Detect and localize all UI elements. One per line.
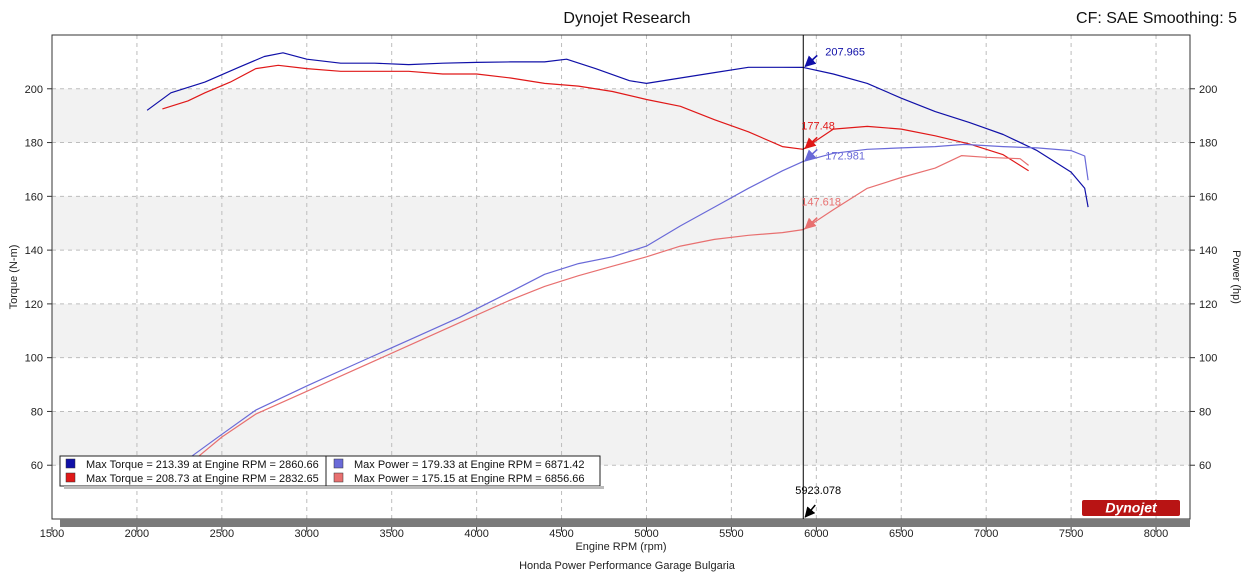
x-axis-label: Engine RPM (rpm) [575, 541, 666, 553]
x-tick-label: 2000 [125, 528, 149, 540]
x-tick-label: 5000 [634, 528, 658, 540]
legend-entry: Max Power = 175.15 at Engine RPM = 6856.… [354, 473, 585, 485]
y-axis-left-label: Torque (N-m) [8, 245, 20, 310]
y-left-tick-label: 140 [25, 245, 43, 257]
x-tick-label: 2500 [210, 528, 234, 540]
y-right-tick-label: 160 [1199, 191, 1217, 203]
y-right-tick-label: 120 [1199, 299, 1217, 311]
y-left-tick-label: 120 [25, 299, 43, 311]
y-right-tick-label: 60 [1199, 460, 1211, 472]
annotation-arrow [804, 136, 818, 150]
cursor-arrow [804, 504, 816, 518]
y-left-tick-label: 160 [25, 191, 43, 203]
annotation-arrow [804, 217, 818, 230]
x-tick-label: 8000 [1144, 528, 1168, 540]
legend-swatch [65, 458, 76, 469]
band-0 [52, 88, 1190, 143]
correction-info: CF: SAE Smoothing: 5 [1076, 10, 1237, 27]
legend: Max Torque = 213.39 at Engine RPM = 2860… [59, 455, 604, 489]
x-tick-label: 3500 [379, 528, 403, 540]
annotation-label: 147.618 [801, 197, 841, 209]
data-series [146, 52, 1089, 466]
y-right-tick-label: 80 [1199, 406, 1211, 418]
power-run1-line [179, 143, 1089, 466]
rpm-cursor[interactable]: 5923.078 [795, 35, 841, 519]
y-left-tick-label: 200 [25, 84, 43, 96]
band-2 [52, 303, 1190, 358]
y-right-tick-label: 180 [1199, 138, 1217, 150]
value-annotations: 207.965 177.48 172.981 147.618 [801, 46, 865, 230]
x-tick-label: 7500 [1059, 528, 1083, 540]
x-tick-label: 7000 [974, 528, 998, 540]
legend-entry: Max Power = 179.33 at Engine RPM = 6871.… [354, 459, 585, 471]
annotation-label: 207.965 [825, 46, 865, 58]
legend-swatch [333, 458, 344, 469]
y-axis-left-ticks: 60 80 100 120 140 160 180 200 [25, 84, 52, 472]
legend-swatch [65, 472, 76, 483]
y-right-tick-label: 100 [1199, 353, 1217, 365]
legend-shadow [64, 486, 604, 489]
annotation-arrow [804, 54, 818, 68]
y-axis-right-label: Power (hp) [1230, 250, 1242, 304]
x-axis-ticks: 1500 2000 2500 3000 3500 4000 4500 5000 5500 6000… [40, 527, 1168, 540]
x-tick-label: 5500 [719, 528, 743, 540]
y-axis-right-ticks: 60 80 100 120 140 160 180 200 [1190, 84, 1217, 472]
chart-title: Dynojet Research [563, 10, 690, 27]
torque-run2-line [162, 64, 1029, 172]
x-tick-label: 4000 [464, 528, 488, 540]
dynojet-logo: Dynojet [1082, 500, 1180, 516]
legend-box [59, 455, 601, 487]
annotation-label: 172.981 [825, 150, 865, 162]
logo-text: Dynojet [1105, 500, 1158, 516]
x-tick-label: 3000 [295, 528, 319, 540]
annotation-label: 177.48 [801, 120, 835, 132]
plot-bottom-bar [60, 519, 1190, 527]
x-tick-label: 6000 [804, 528, 828, 540]
torque-run1-line [146, 52, 1089, 208]
y-right-tick-label: 140 [1199, 245, 1217, 257]
x-tick-label: 6500 [889, 528, 913, 540]
gridlines [52, 35, 1190, 519]
x-tick-label: 1500 [40, 528, 64, 540]
legend-swatch [333, 472, 344, 483]
band-1 [52, 196, 1190, 251]
y-right-tick-label: 200 [1199, 84, 1217, 96]
y-left-tick-label: 80 [31, 406, 43, 418]
y-left-tick-label: 180 [25, 138, 43, 150]
legend-entry: Max Torque = 208.73 at Engine RPM = 2832… [86, 473, 319, 485]
footer-caption: Honda Power Performance Garage Bulgaria [519, 560, 736, 572]
x-tick-label: 4500 [549, 528, 573, 540]
y-left-tick-label: 100 [25, 353, 43, 365]
legend-entry: Max Torque = 213.39 at Engine RPM = 2860… [86, 459, 319, 471]
cursor-rpm-label: 5923.078 [795, 485, 841, 497]
annotation-arrow [804, 148, 818, 162]
power-run2-line [187, 155, 1029, 466]
logo-badge [1082, 500, 1180, 516]
y-left-tick-label: 60 [31, 460, 43, 472]
